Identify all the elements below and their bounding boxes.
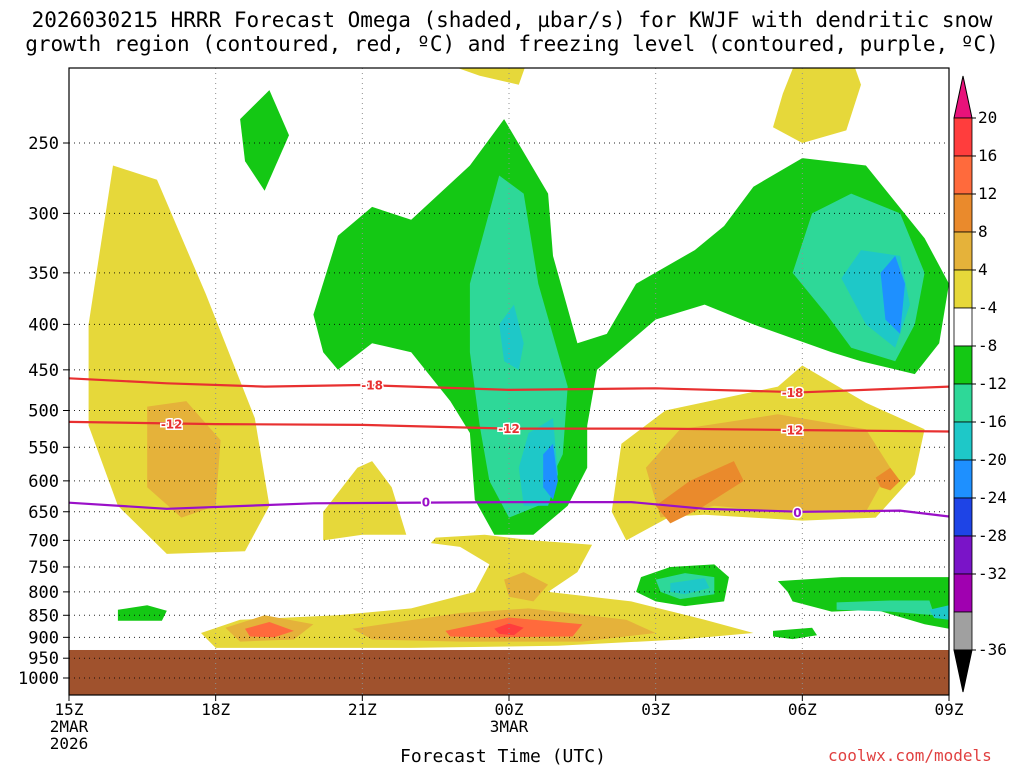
- colorbar-bin-3: [953, 231, 973, 271]
- omega-region-7: [245, 622, 294, 638]
- omega-region-14: [457, 68, 525, 85]
- colorbar-bin-7: [953, 383, 973, 423]
- dgz-bottom-label-0: -12: [161, 418, 183, 432]
- x-tick-label-15Z: 15Z: [55, 700, 84, 719]
- colorbar-label-0: 20: [978, 108, 997, 127]
- y-axis: 2503003504004505005506006507007508008509…: [18, 134, 69, 689]
- colorbar-label-4: 4: [978, 260, 988, 279]
- colorbar-label-6: -8: [978, 336, 997, 355]
- contour-lines: -18 -18 -12 -12 -12 0 0: [68, 377, 950, 521]
- y-tick-label-450: 450: [28, 361, 59, 381]
- omega-region-28: [670, 578, 710, 595]
- omega-region-0: [88, 165, 270, 554]
- y-tick-label-500: 500: [28, 402, 59, 422]
- x-tick-label-00Z: 00Z: [495, 700, 524, 719]
- colorbar-bin-9: [953, 459, 973, 499]
- colorbar-label-2: 12: [978, 184, 997, 203]
- omega-region-1: [147, 401, 221, 518]
- y-tick-label-300: 300: [28, 204, 59, 224]
- omega-region-18: [313, 119, 949, 535]
- omega-region-9: [494, 623, 524, 636]
- grid-lines: [69, 68, 949, 695]
- omega-region-30: [836, 600, 935, 616]
- colorbar-label-8: -16: [978, 412, 1007, 431]
- omega-region-6: [504, 572, 549, 602]
- y-tick-label-800: 800: [28, 583, 59, 603]
- colorbar-bin-1: [953, 155, 973, 195]
- colorbar-bin-10: [953, 497, 973, 537]
- colorbar-label-7: -12: [978, 374, 1007, 393]
- colorbar-bin-0: [953, 117, 973, 157]
- colorbar-label-9: -20: [978, 450, 1007, 469]
- omega-region-2: [323, 461, 407, 541]
- chart-title-line1: 2026030215 HRRR Forecast Omega (shaded, …: [31, 8, 993, 32]
- y-tick-label-700: 700: [28, 531, 59, 551]
- x-tick-sublabel1-15Z: 2MAR: [50, 717, 89, 736]
- y-tick-label-600: 600: [28, 472, 59, 492]
- colorbar-bin-11: [953, 535, 973, 575]
- y-tick-label-400: 400: [28, 315, 59, 335]
- colorbar-label-5: -4: [978, 298, 997, 317]
- colorbar-label-1: 16: [978, 146, 997, 165]
- omega-region-17: [117, 605, 167, 621]
- x-axis-title: Forecast Time (UTC): [400, 746, 606, 767]
- chart-title-line2: growth region (contoured, red, ºC) and f…: [25, 32, 999, 56]
- omega-region-13: [875, 467, 901, 491]
- y-tick-label-950: 950: [28, 649, 59, 669]
- omega-region-31: [929, 605, 949, 620]
- colorbar: 20 16 12 8 4 -4 -8 -12 -16 -20 -24 -28 -32 -36: [953, 75, 1007, 693]
- dgz-top-line: [68, 377, 950, 394]
- omega-region-16: [240, 90, 289, 191]
- y-tick-label-650: 650: [28, 503, 59, 523]
- omega-region-25: [880, 255, 905, 334]
- watermark-link[interactable]: coolwx.com/models: [828, 746, 992, 765]
- y-tick-label-250: 250: [28, 134, 59, 154]
- dgz-top-label-1: -18: [782, 386, 804, 400]
- omega-fills: [88, 68, 949, 648]
- colorbar-label-13: -36: [978, 640, 1007, 659]
- ground-fill: [69, 649, 949, 695]
- freezing-level-label-0: 0: [422, 496, 430, 510]
- y-tick-label-1000: 1000: [18, 669, 59, 689]
- x-tick-label-09Z: 09Z: [935, 700, 964, 719]
- dgz-bottom-label-2: -12: [782, 424, 804, 438]
- colorbar-bin-13: [953, 611, 973, 651]
- x-tick-sublabel2-15Z: 2026: [50, 734, 89, 753]
- omega-region-32: [773, 627, 817, 640]
- x-tick-label-21Z: 21Z: [348, 700, 377, 719]
- colorbar-label-12: -32: [978, 564, 1007, 583]
- colorbar-bin-2: [953, 193, 973, 233]
- colorbar-label-3: 8: [978, 222, 988, 241]
- dgz-bottom-line: [68, 420, 950, 433]
- y-tick-label-350: 350: [28, 264, 59, 284]
- colorbar-label-11: -28: [978, 526, 1007, 545]
- colorbar-bin-5: [953, 307, 973, 347]
- x-tick-label-06Z: 06Z: [788, 700, 817, 719]
- colorbar-label-10: -24: [978, 488, 1007, 507]
- colorbar-bin-4: [953, 269, 973, 309]
- x-tick-label-18Z: 18Z: [201, 700, 230, 719]
- y-tick-label-550: 550: [28, 438, 59, 458]
- omega-region-12: [655, 461, 744, 524]
- colorbar-bin-8: [953, 421, 973, 461]
- x-tick-sublabel1-00Z: 3MAR: [490, 717, 529, 736]
- dgz-bottom-label-1: -12: [498, 422, 520, 436]
- omega-region-22: [543, 443, 558, 500]
- y-tick-label-900: 900: [28, 628, 59, 648]
- ground-layer: [69, 649, 949, 695]
- omega-region-20: [499, 304, 524, 370]
- freezing-level-label-1: 0: [793, 506, 801, 520]
- colorbar-bin-12: [953, 573, 973, 613]
- colorbar-bottom-arrow: [953, 649, 973, 693]
- omega-region-15: [773, 68, 861, 143]
- y-tick-label-750: 750: [28, 558, 59, 578]
- dgz-top-label-0: -18: [361, 378, 383, 392]
- colorbar-bin-6: [953, 345, 973, 385]
- y-tick-label-850: 850: [28, 606, 59, 626]
- colorbar-top-arrow: [953, 75, 973, 119]
- freezing-level-line: [68, 501, 950, 518]
- x-tick-label-03Z: 03Z: [641, 700, 670, 719]
